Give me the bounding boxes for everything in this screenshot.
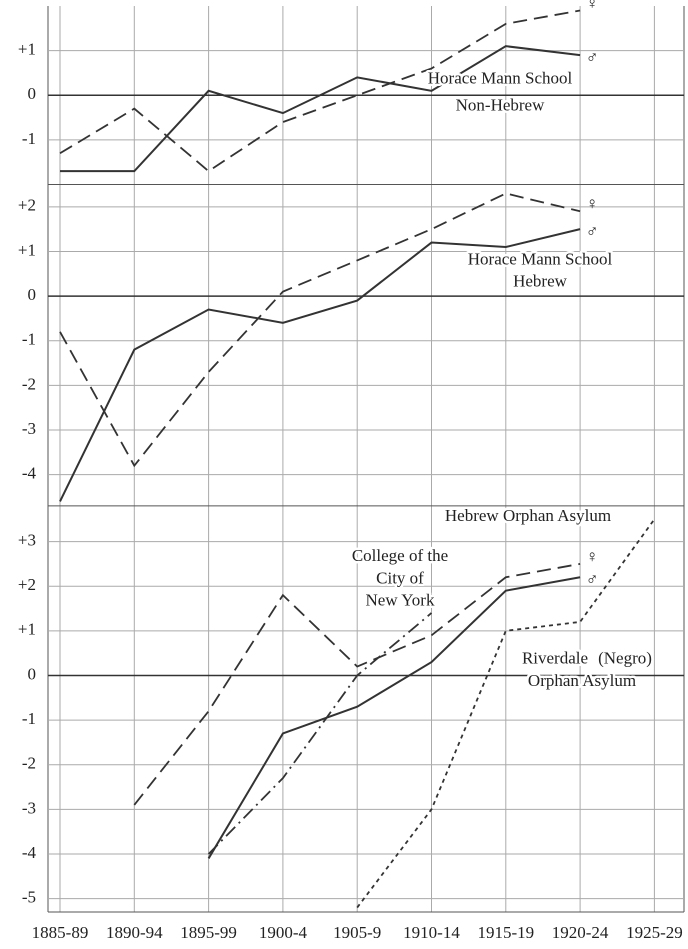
annotation: Hebrew bbox=[513, 272, 568, 291]
y-tick-label: -4 bbox=[22, 843, 37, 862]
series-line bbox=[356, 518, 656, 909]
series-line bbox=[133, 562, 581, 806]
y-tick-label: -1 bbox=[22, 330, 36, 349]
series-line bbox=[59, 192, 581, 468]
x-tick-label: 1900-4 bbox=[259, 923, 308, 942]
y-tick-label: -3 bbox=[22, 419, 36, 438]
series-line bbox=[207, 576, 581, 859]
y-tick-label: 0 bbox=[28, 84, 37, 103]
annotation: (Negro) bbox=[598, 649, 652, 668]
annotation: New York bbox=[366, 591, 435, 610]
series-line bbox=[59, 9, 581, 173]
y-tick-label: 0 bbox=[28, 664, 37, 683]
annotation: Horace Mann School bbox=[468, 249, 613, 268]
x-tick-label: 1890-94 bbox=[106, 923, 163, 942]
series-line bbox=[207, 612, 433, 855]
y-tick-label: -3 bbox=[22, 798, 36, 817]
y-tick-label: -2 bbox=[22, 374, 36, 393]
y-tick-label: -5 bbox=[22, 888, 36, 907]
x-tick-label: 1885-89 bbox=[32, 923, 89, 942]
annotation: City of bbox=[376, 568, 424, 587]
x-tick-label: 1895-99 bbox=[180, 923, 237, 942]
y-tick-label: -1 bbox=[22, 129, 36, 148]
y-tick-label: +1 bbox=[18, 240, 36, 259]
annotation: College of the bbox=[352, 546, 448, 565]
annotation: Horace Mann School bbox=[428, 69, 573, 88]
series-line bbox=[59, 228, 581, 502]
x-tick-label: 1905-9 bbox=[333, 923, 381, 942]
y-tick-label: +3 bbox=[18, 530, 36, 549]
y-tick-label: +2 bbox=[18, 575, 36, 594]
legend-symbol: ♀ bbox=[586, 194, 599, 213]
y-tick-label: -1 bbox=[22, 709, 36, 728]
annotation: Orphan Asylum bbox=[528, 671, 636, 690]
annotation: Hebrew Orphan Asylum bbox=[445, 506, 611, 525]
legend-symbol: ♀ bbox=[586, 0, 599, 12]
y-tick-label: +2 bbox=[18, 196, 36, 215]
legend-symbol: ♂ bbox=[586, 48, 599, 67]
legend-symbol: ♀ bbox=[586, 547, 599, 566]
legend-symbol: ♂ bbox=[586, 570, 599, 589]
y-tick-label: +1 bbox=[18, 40, 36, 59]
y-tick-label: -4 bbox=[22, 464, 37, 483]
y-tick-label: +1 bbox=[18, 620, 36, 639]
x-tick-label: 1920-24 bbox=[552, 923, 609, 942]
x-tick-label: 1925-29 bbox=[626, 923, 683, 942]
legend-symbol: ♂ bbox=[586, 222, 599, 241]
y-tick-label: 0 bbox=[28, 285, 37, 304]
annotation: Non-Hebrew bbox=[456, 95, 545, 114]
series-line bbox=[60, 45, 581, 173]
x-tick-label: 1915-19 bbox=[477, 923, 534, 942]
annotation: Riverdale bbox=[522, 649, 588, 668]
x-tick-label: 1910-14 bbox=[403, 923, 460, 942]
y-tick-label: -2 bbox=[22, 754, 36, 773]
